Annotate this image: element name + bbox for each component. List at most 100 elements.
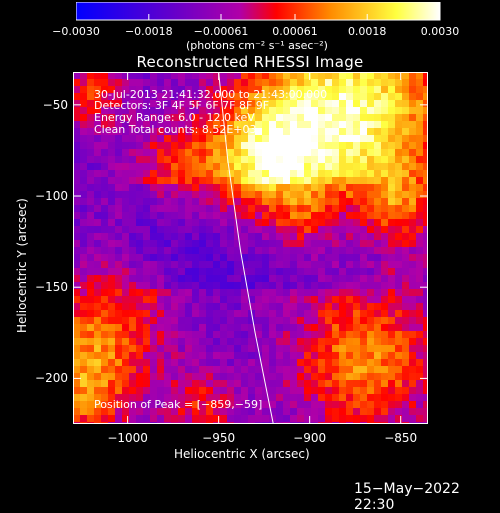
heatmap-cell	[360, 72, 368, 80]
heatmap-cell	[129, 184, 137, 192]
heatmap-cell	[311, 226, 319, 234]
heatmap-cell	[234, 387, 242, 395]
heatmap-cell	[178, 107, 186, 115]
heatmap-cell	[339, 394, 347, 402]
heatmap-cell	[325, 233, 333, 241]
heatmap-cell	[388, 226, 396, 234]
heatmap-cell	[136, 373, 144, 381]
heatmap-cell	[276, 373, 284, 381]
heatmap-cell	[150, 177, 158, 185]
heatmap-cell	[318, 219, 326, 227]
heatmap-cell	[409, 331, 417, 339]
heatmap-cell	[304, 303, 312, 311]
heatmap-cell	[395, 338, 403, 346]
heatmap-cell	[416, 205, 424, 213]
heatmap-cell	[87, 121, 95, 129]
heatmap-cell	[178, 275, 186, 283]
heatmap-cell	[80, 198, 88, 206]
heatmap-cell	[213, 247, 221, 255]
heatmap-cell	[199, 226, 207, 234]
heatmap-cell	[290, 352, 298, 360]
heatmap-cell	[136, 247, 144, 255]
heatmap-cell	[388, 289, 396, 297]
heatmap-cell	[325, 261, 333, 269]
heatmap-cell	[269, 331, 277, 339]
heatmap-cell	[346, 121, 354, 129]
heatmap-cell	[367, 345, 375, 353]
heatmap-cell	[304, 149, 312, 157]
heatmap-cell	[395, 79, 403, 87]
heatmap-cell	[402, 296, 410, 304]
heatmap-cell	[332, 240, 340, 248]
heatmap-cell	[269, 387, 277, 395]
heatmap-cell	[290, 275, 298, 283]
heatmap-cell	[276, 282, 284, 290]
heatmap-cell	[171, 247, 179, 255]
heatmap-cell	[255, 296, 263, 304]
heatmap-cell	[276, 233, 284, 241]
heatmap-cell	[94, 177, 102, 185]
heatmap-cell	[206, 373, 214, 381]
heatmap-cell	[129, 317, 137, 325]
heatmap-cell	[269, 72, 277, 80]
heatmap-cell	[248, 156, 256, 164]
heatmap-cell	[395, 198, 403, 206]
heatmap-cell	[206, 107, 214, 115]
heatmap-cell	[304, 156, 312, 164]
heatmap-cell	[367, 149, 375, 157]
chart-title: Reconstructed RHESSI Image	[136, 53, 364, 71]
heatmap-cell	[206, 380, 214, 388]
heatmap-cell	[199, 359, 207, 367]
heatmap-cell	[367, 205, 375, 213]
heatmap-cell	[157, 366, 165, 374]
heatmap-cell	[318, 401, 326, 409]
heatmap-cell	[185, 135, 193, 143]
heatmap-cell	[388, 345, 396, 353]
heatmap-cell	[171, 184, 179, 192]
heatmap-cell	[164, 163, 172, 171]
heatmap-cell	[255, 142, 263, 150]
heatmap-cell	[283, 240, 291, 248]
heatmap-cell	[248, 198, 256, 206]
heatmap-cell	[353, 79, 361, 87]
heatmap-cell	[73, 100, 81, 108]
heatmap-cell	[227, 275, 235, 283]
heatmap-cell	[332, 219, 340, 227]
heatmap-cell	[94, 240, 102, 248]
heatmap-cell	[346, 254, 354, 262]
heatmap-cell	[402, 198, 410, 206]
heatmap-cell	[94, 331, 102, 339]
heatmap-cell	[374, 177, 382, 185]
heatmap-cell	[80, 331, 88, 339]
heatmap-cell	[178, 128, 186, 136]
heatmap-cell	[402, 156, 410, 164]
heatmap-cell	[185, 128, 193, 136]
heatmap-cell	[73, 387, 81, 395]
heatmap-cell	[416, 345, 424, 353]
heatmap-cell	[157, 142, 165, 150]
heatmap-cell	[185, 345, 193, 353]
heatmap-cell	[402, 121, 410, 129]
heatmap-cell	[325, 401, 333, 409]
heatmap-cell	[150, 282, 158, 290]
heatmap-cell	[346, 156, 354, 164]
heatmap-cell	[108, 268, 116, 276]
heatmap-cell	[94, 296, 102, 304]
heatmap-cell	[101, 331, 109, 339]
heatmap-cell	[374, 93, 382, 101]
heatmap-cell	[346, 366, 354, 374]
heatmap-cell	[262, 401, 270, 409]
annotation-time-range: 30-Jul-2013 21:41:32.000 to 21:43:00.000	[94, 88, 328, 101]
heatmap-cell	[276, 114, 284, 122]
heatmap-cell	[311, 149, 319, 157]
heatmap-cell	[73, 163, 81, 171]
heatmap-cell	[409, 366, 417, 374]
heatmap-cell	[227, 233, 235, 241]
heatmap-cell	[73, 128, 81, 136]
heatmap-cell	[220, 86, 228, 94]
heatmap-cell	[367, 408, 375, 416]
heatmap-cell	[276, 177, 284, 185]
heatmap-cell	[339, 156, 347, 164]
heatmap-cell	[304, 219, 312, 227]
heatmap-cell	[178, 261, 186, 269]
